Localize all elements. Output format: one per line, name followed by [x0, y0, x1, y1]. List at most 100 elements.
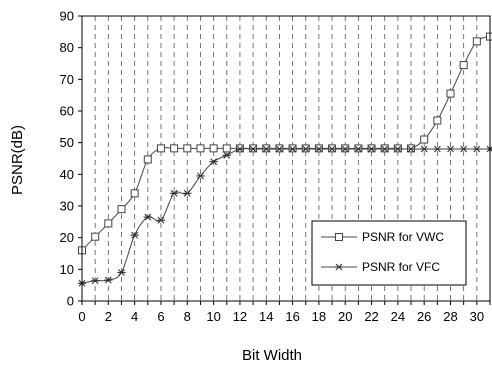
point-vfc-24: [393, 145, 403, 153]
point-vfc-13-d2: [249, 145, 257, 153]
y-tick-label-0: 0: [67, 294, 74, 309]
legend-item-vwc: [321, 233, 357, 241]
point-vfc-31: [485, 145, 492, 153]
x-tick-label-2: 2: [105, 309, 112, 324]
point-vfc-20-d2: [341, 145, 349, 153]
point-vfc-30: [472, 145, 482, 153]
point-vwc-5: [143, 155, 152, 164]
point-vfc-18-d2: [315, 145, 323, 153]
x-tick-label-6: 6: [157, 309, 164, 324]
point-vfc-22-d2: [368, 145, 375, 153]
point-vfc-7: [169, 189, 179, 197]
point-vfc-16-d2: [289, 145, 296, 153]
point-vfc-16: [288, 145, 297, 153]
legend: PSNR for VWC PSNR for VFC: [311, 220, 467, 286]
point-vfc-8-d2: [183, 189, 191, 197]
point-vfc-24-d2: [394, 145, 402, 153]
plot-frame: [81, 15, 491, 302]
point-vfc-6-d2: [157, 216, 165, 224]
y-tick-label-80: 80: [60, 40, 74, 55]
point-vfc-21: [354, 145, 363, 153]
y-tick-label-70: 70: [60, 72, 74, 87]
point-vfc-15: [275, 145, 284, 153]
point-vfc-23-d2: [381, 145, 389, 153]
point-vwc-29: [459, 61, 468, 70]
legend-box: [311, 220, 467, 286]
x-tick-label-4: 4: [131, 309, 138, 324]
point-vfc-12: [235, 145, 245, 153]
legend-marker-vfc-d2: [335, 263, 343, 271]
x-tick-label-10: 10: [206, 309, 220, 324]
point-vfc-3-d2: [118, 269, 125, 276]
y-axis-label: PSNR(dB): [9, 125, 26, 195]
point-vfc-9: [196, 172, 205, 180]
point-vfc-19: [327, 145, 337, 153]
y-tick-label-60: 60: [60, 104, 74, 119]
point-vfc-7-d2: [170, 189, 178, 197]
point-vwc-4: [130, 189, 139, 198]
point-vfc-5-d2: [144, 213, 152, 221]
point-vfc-30-d2: [473, 145, 481, 153]
point-vfc-9-d2: [197, 172, 204, 180]
point-vfc-26: [419, 145, 429, 153]
point-vfc-4-d2: [131, 231, 139, 239]
point-vfc-10: [209, 158, 218, 166]
point-vwc-11: [222, 144, 231, 153]
point-vwc-30: [472, 37, 481, 46]
point-vfc-21-d2: [354, 145, 362, 153]
point-vwc-6: [156, 144, 165, 153]
point-vfc-4: [130, 231, 139, 239]
point-vfc-22: [367, 145, 376, 153]
point-vfc-10-d2: [210, 158, 218, 166]
point-vfc-3: [117, 269, 126, 276]
point-vfc-1: [90, 277, 100, 285]
legend-marker-vwc: [335, 233, 343, 241]
x-tick-label-24: 24: [391, 309, 405, 324]
x-tick-label-8: 8: [184, 309, 191, 324]
legend-label-vwc: PSNR for VWC: [362, 230, 444, 244]
y-tick-label-30: 30: [60, 199, 74, 214]
point-vwc-26: [420, 135, 429, 144]
y-tick-label-40: 40: [60, 167, 74, 182]
point-vfc-17: [301, 145, 310, 153]
point-vfc-17-d2: [302, 145, 310, 153]
x-tick-label-12: 12: [233, 309, 247, 324]
point-vwc-28: [446, 89, 455, 98]
point-vwc-31: [486, 32, 492, 41]
legend-item-vfc: [321, 263, 357, 271]
x-tick-label-16: 16: [285, 309, 299, 324]
point-vfc-28: [446, 145, 455, 153]
point-vfc-14: [262, 145, 271, 153]
point-vfc-25: [406, 145, 416, 153]
x-tick-label-30: 30: [470, 309, 484, 324]
y-tick-label-50: 50: [60, 135, 74, 150]
point-vfc-20: [341, 145, 350, 153]
point-vwc-2: [104, 219, 113, 228]
point-vfc-8: [183, 189, 192, 197]
y-tick-label-20: 20: [60, 230, 74, 245]
x-tick-label-26: 26: [417, 309, 431, 324]
point-vfc-25-d2: [407, 145, 415, 153]
y-tick-label-10: 10: [60, 262, 74, 277]
point-vwc-8: [183, 144, 192, 153]
axes: [78, 15, 491, 305]
point-vfc-2: [104, 276, 113, 284]
point-vfc-29: [459, 145, 468, 153]
x-tick-label-14: 14: [259, 309, 273, 324]
point-vfc-1-d2: [91, 277, 99, 285]
series-vfc: [77, 145, 492, 287]
point-vwc-27: [433, 116, 442, 125]
point-vfc-11-d2: [223, 151, 231, 159]
point-vfc-12-d2: [236, 145, 244, 153]
point-vwc-7: [170, 144, 179, 153]
point-vfc-18: [314, 145, 324, 153]
point-vfc-6: [156, 216, 166, 224]
point-vwc-1: [91, 232, 100, 241]
point-vwc-10: [209, 144, 218, 153]
x-tick-label-22: 22: [364, 309, 378, 324]
series-line-vwc: [81, 36, 491, 251]
y-tick-label-90: 90: [60, 9, 74, 24]
series-layer: [77, 32, 492, 287]
point-vfc-29-d2: [460, 145, 468, 153]
